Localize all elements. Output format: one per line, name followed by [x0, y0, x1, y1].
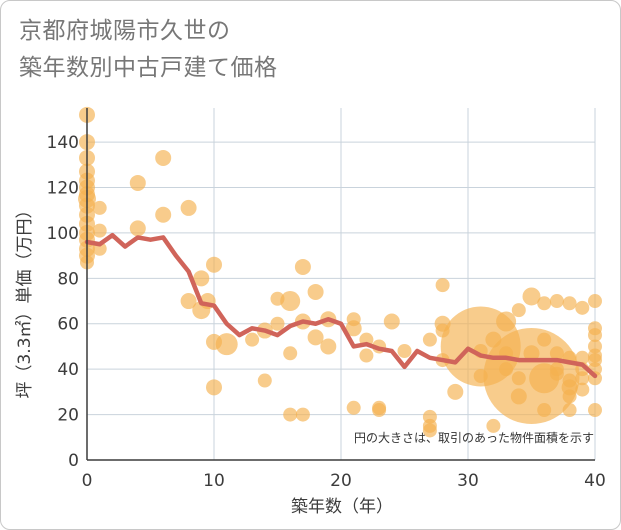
- data-bubble: [575, 382, 590, 397]
- data-bubble: [372, 403, 387, 418]
- data-bubble: [206, 256, 222, 273]
- x-tick-label: 20: [330, 471, 352, 491]
- data-bubble: [486, 418, 501, 433]
- y-tick-label: 40: [57, 360, 79, 380]
- y-tick-label: 100: [47, 224, 79, 244]
- data-bubble: [588, 403, 602, 418]
- data-bubble: [359, 348, 374, 363]
- data-bubble: [180, 199, 197, 216]
- data-bubble: [575, 350, 590, 365]
- y-tick-label: 20: [57, 406, 79, 426]
- x-tick-label: 0: [82, 471, 93, 491]
- x-tick-label: 40: [584, 471, 606, 491]
- data-bubble: [193, 270, 210, 287]
- data-bubble: [307, 283, 324, 300]
- data-bubble: [346, 400, 361, 415]
- y-tick-label: 0: [68, 451, 79, 471]
- data-bubble: [92, 200, 107, 215]
- y-tick-label: 80: [57, 269, 79, 289]
- data-bubble: [295, 407, 310, 422]
- data-bubble: [575, 300, 590, 315]
- data-bubble: [562, 296, 577, 311]
- data-bubble: [537, 403, 552, 418]
- data-bubble: [575, 371, 590, 386]
- data-bubble: [562, 389, 577, 404]
- data-bubble: [155, 149, 172, 166]
- data-bubble: [422, 332, 437, 347]
- data-bubble: [523, 345, 540, 362]
- data-bubble: [549, 294, 564, 309]
- data-bubble: [537, 296, 552, 311]
- data-bubble: [180, 293, 197, 310]
- data-bubble: [549, 346, 564, 361]
- data-bubble: [280, 291, 301, 312]
- x-axis-label: 築年数（年）: [291, 497, 393, 517]
- chart-title: 京都府城陽市久世の 築年数別中古戸建て価格: [19, 13, 278, 87]
- data-bubble: [257, 373, 272, 388]
- data-bubble: [155, 206, 172, 223]
- data-bubble: [549, 366, 564, 381]
- data-bubble: [447, 383, 464, 400]
- trend-line-layer: [84, 232, 598, 379]
- data-bubble: [422, 423, 437, 438]
- data-bubble: [92, 223, 107, 238]
- y-axis-label: 坪（3.3㎡）単価（万円）: [15, 201, 35, 398]
- data-bubble: [307, 329, 324, 346]
- data-bubble: [206, 379, 222, 396]
- data-bubble: [245, 332, 260, 347]
- data-bubble: [511, 303, 526, 318]
- data-bubble: [588, 328, 602, 343]
- data-bubble: [294, 258, 311, 275]
- data-bubble: [129, 174, 146, 191]
- data-bubble: [270, 316, 285, 331]
- data-bubble: [537, 332, 552, 347]
- data-bubble: [562, 403, 577, 418]
- data-bubble: [215, 333, 238, 356]
- data-bubble: [320, 338, 337, 355]
- chart-title-line-2: 築年数別中古戸建て価格: [19, 55, 278, 81]
- data-bubble: [345, 320, 362, 337]
- x-tick-label: 30: [457, 471, 479, 491]
- y-tick-label: 140: [47, 133, 79, 153]
- data-bubble: [383, 313, 400, 330]
- data-bubble: [283, 346, 298, 361]
- x-tick-label: 10: [203, 471, 225, 491]
- y-tick-label: 60: [57, 315, 79, 335]
- data-bubble: [129, 220, 146, 237]
- y-tick-label: 120: [47, 178, 79, 198]
- data-bubble: [435, 278, 450, 293]
- data-bubble: [496, 311, 517, 332]
- chart-title-line-1: 京都府城陽市久世の: [19, 18, 231, 44]
- data-bubble: [522, 287, 541, 306]
- data-bubble: [588, 294, 602, 309]
- data-bubble: [397, 343, 412, 358]
- average-price-line: [84, 232, 598, 379]
- data-bubble: [283, 407, 298, 422]
- bubble-layer: [78, 106, 602, 438]
- bubble-size-note: 円の大きさは、取引のあった物件面積を示す: [354, 430, 594, 445]
- axes-layer: 0 10 20 30 40 0 20 40 60 80 100 120 140: [47, 108, 606, 491]
